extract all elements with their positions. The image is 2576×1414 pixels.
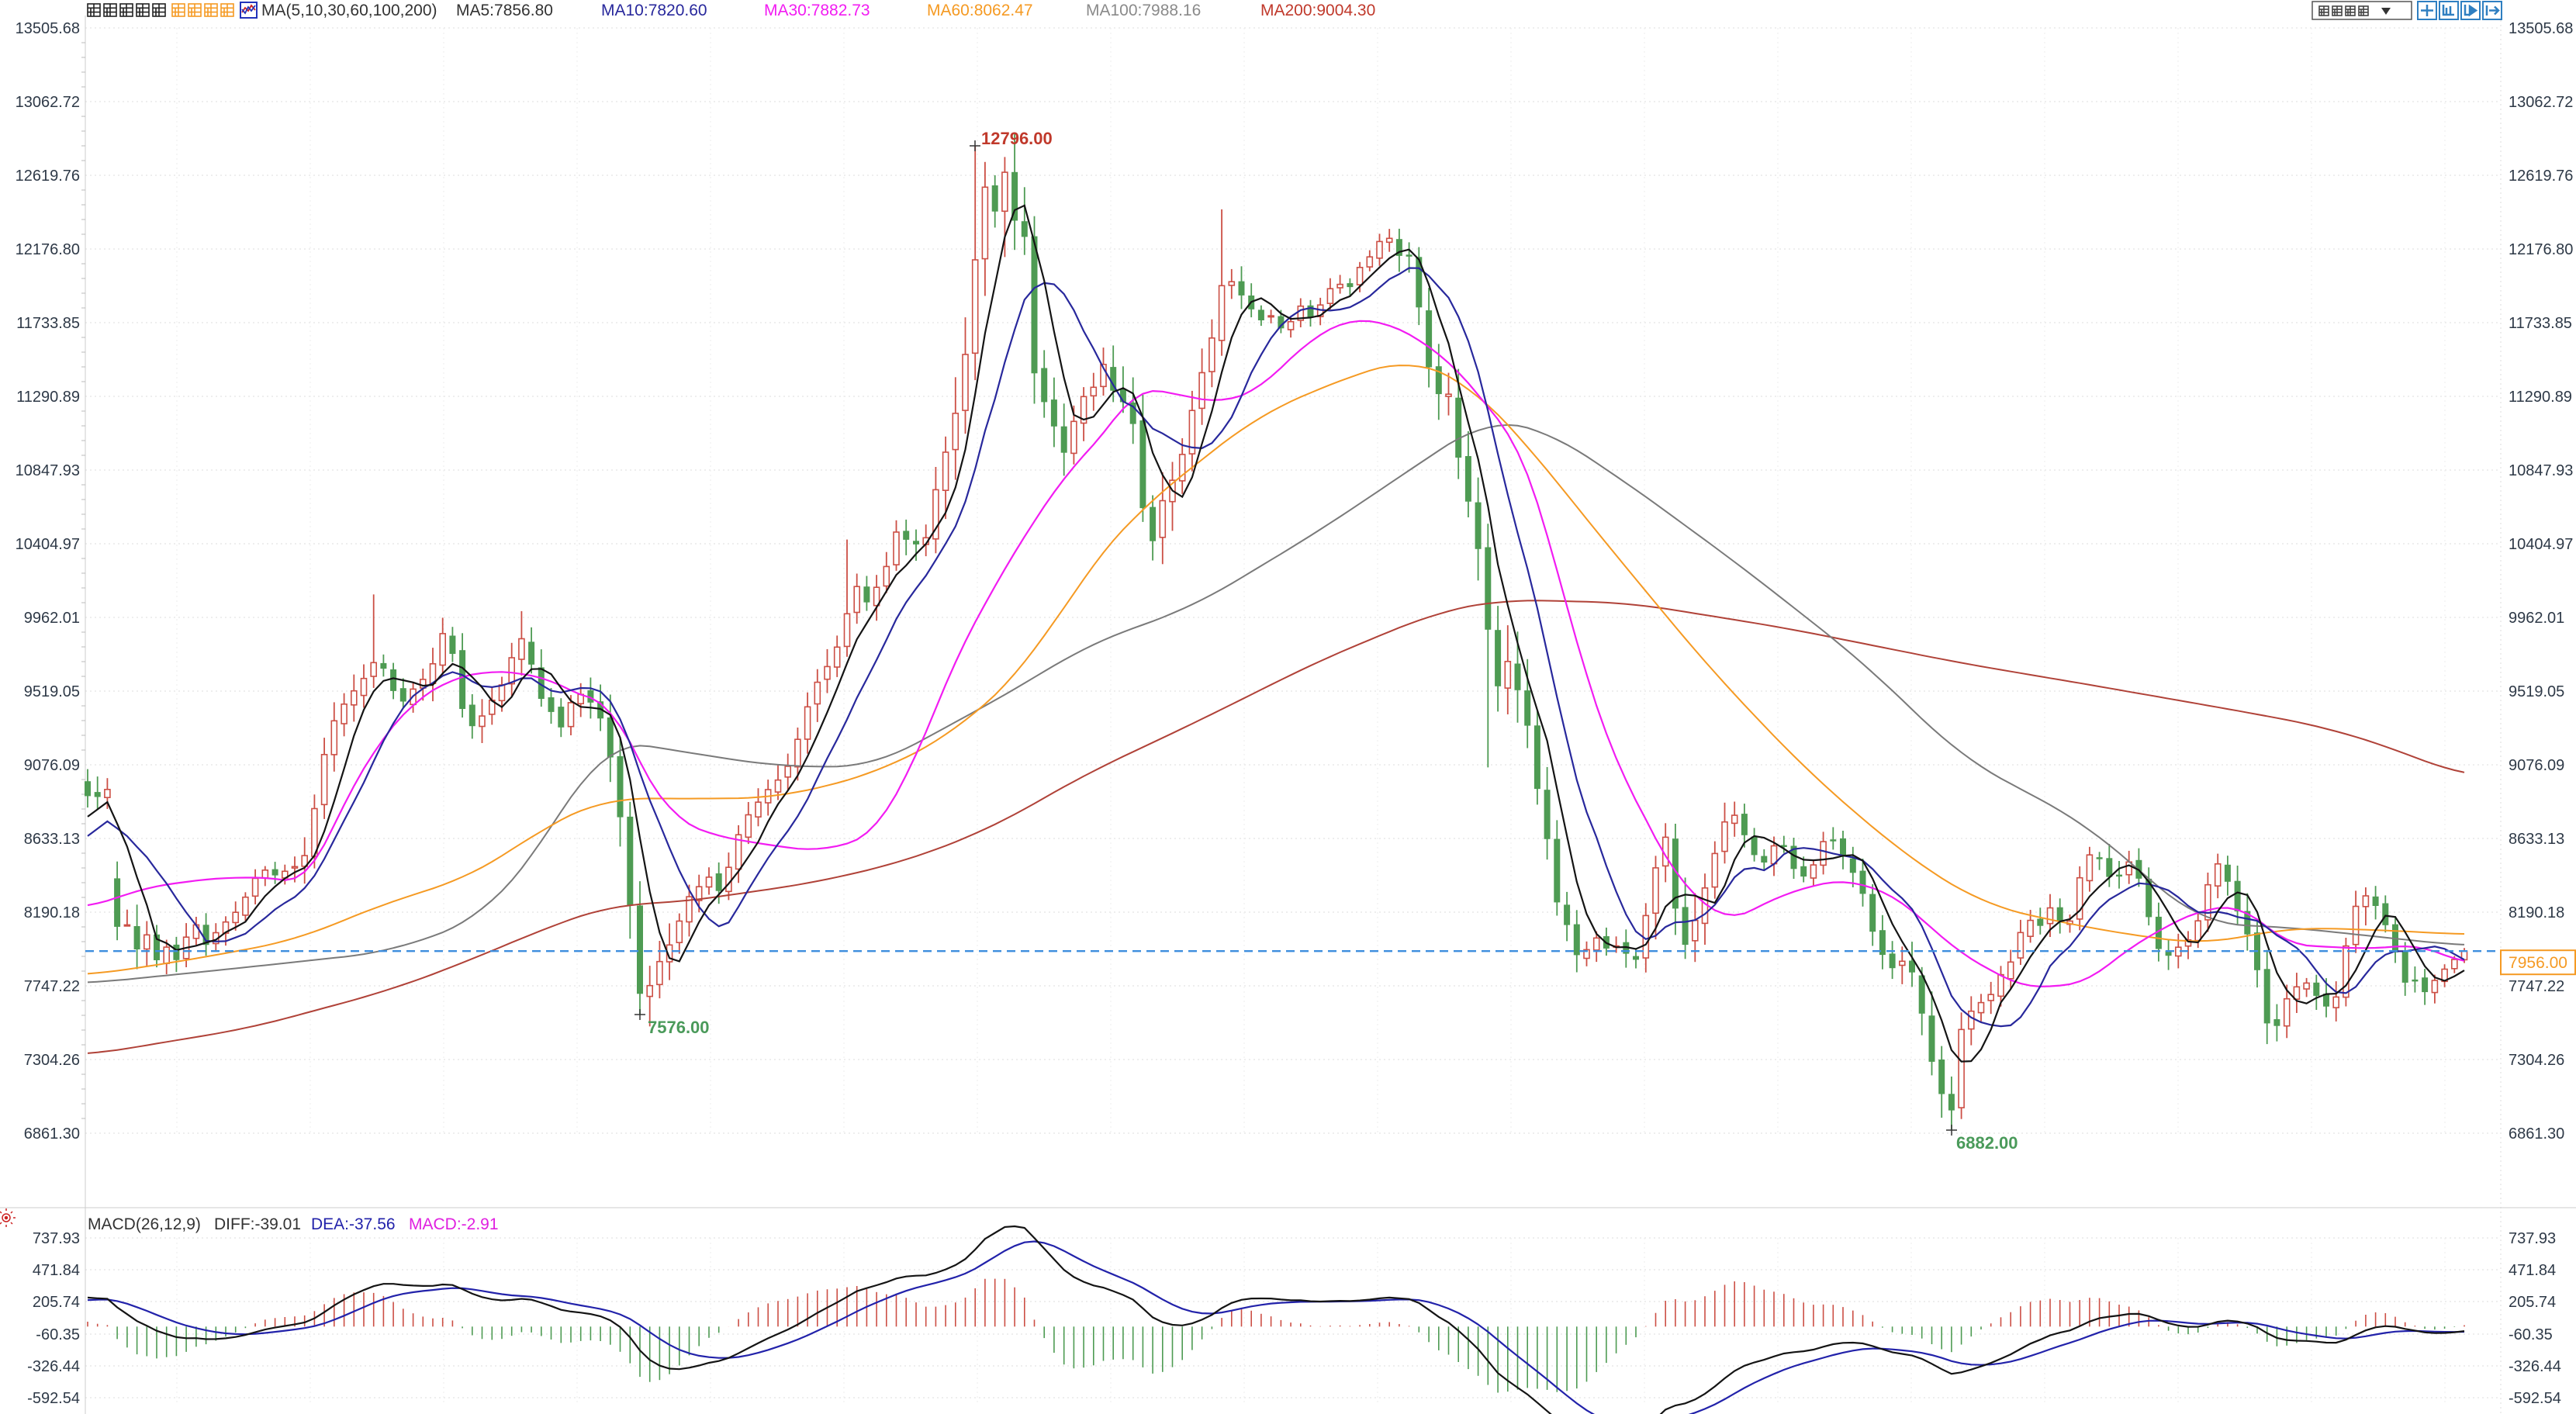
svg-text:MA30:7882.73: MA30:7882.73 [764,2,870,19]
svg-text:10847.93: 10847.93 [16,462,80,479]
svg-text:10847.93: 10847.93 [2509,462,2573,479]
svg-text:-592.54: -592.54 [2509,1390,2561,1407]
svg-text:9519.05: 9519.05 [2509,683,2564,700]
svg-text:MACD:-2.91: MACD:-2.91 [409,1215,499,1233]
svg-text:6861.30: 6861.30 [2509,1125,2564,1143]
svg-text:13505.68: 13505.68 [2509,20,2573,37]
svg-text:MA(5,10,30,60,100,200): MA(5,10,30,60,100,200) [261,2,437,19]
svg-text:737.93: 737.93 [2509,1230,2556,1247]
svg-text:9076.09: 9076.09 [24,757,80,774]
svg-text:DEA:-37.56: DEA:-37.56 [311,1215,396,1233]
svg-text:10404.97: 10404.97 [2509,536,2573,553]
svg-text:8190.18: 8190.18 [2509,904,2564,921]
svg-text:9076.09: 9076.09 [2509,757,2564,774]
svg-text:DIFF:-39.01: DIFF:-39.01 [214,1215,301,1233]
svg-text:13505.68: 13505.68 [16,20,80,37]
svg-text:10404.97: 10404.97 [16,536,80,553]
svg-text:13062.72: 13062.72 [2509,94,2573,111]
svg-text:MA200:9004.30: MA200:9004.30 [1260,2,1375,19]
svg-text:8633.13: 8633.13 [2509,831,2564,848]
svg-text:13062.72: 13062.72 [16,94,80,111]
svg-text:-60.35: -60.35 [2509,1326,2553,1343]
svg-text:-60.35: -60.35 [36,1326,80,1343]
svg-text:MA100:7988.16: MA100:7988.16 [1086,2,1201,19]
svg-text:205.74: 205.74 [2509,1294,2556,1311]
svg-text:MA10:7820.60: MA10:7820.60 [601,2,707,19]
svg-text:12796.00: 12796.00 [981,129,1053,148]
svg-text:11733.85: 11733.85 [16,315,80,332]
svg-text:12176.80: 12176.80 [2509,241,2573,258]
svg-text:9962.01: 9962.01 [24,610,80,627]
svg-text:12619.76: 12619.76 [16,168,80,185]
svg-text:8633.13: 8633.13 [24,831,80,848]
svg-text:7576.00: 7576.00 [648,1018,710,1037]
svg-text:-592.54: -592.54 [27,1390,80,1407]
svg-text:9962.01: 9962.01 [2509,610,2564,627]
svg-text:11733.85: 11733.85 [2509,315,2572,332]
svg-text:11290.89: 11290.89 [2509,389,2572,406]
svg-text:9519.05: 9519.05 [24,683,80,700]
svg-text:205.74: 205.74 [33,1294,80,1311]
svg-text:7747.22: 7747.22 [2509,978,2564,995]
svg-text:12176.80: 12176.80 [16,241,80,258]
svg-text:6861.30: 6861.30 [24,1125,80,1143]
svg-text:6882.00: 6882.00 [1956,1133,2018,1153]
svg-text:MA60:8062.47: MA60:8062.47 [927,2,1033,19]
svg-text:11290.89: 11290.89 [16,389,80,406]
svg-text:7747.22: 7747.22 [24,978,80,995]
svg-text:7956.00: 7956.00 [2509,954,2567,972]
svg-text:7304.26: 7304.26 [2509,1052,2564,1069]
svg-text:12619.76: 12619.76 [2509,168,2573,185]
svg-text:471.84: 471.84 [33,1262,80,1279]
svg-text:8190.18: 8190.18 [24,904,80,921]
svg-text:-326.44: -326.44 [2509,1358,2561,1375]
svg-text:471.84: 471.84 [2509,1262,2556,1279]
svg-text:7304.26: 7304.26 [24,1052,80,1069]
svg-text:MA5:7856.80: MA5:7856.80 [456,2,553,19]
svg-text:-326.44: -326.44 [27,1358,80,1375]
svg-text:MACD(26,12,9): MACD(26,12,9) [88,1215,201,1233]
svg-text:737.93: 737.93 [33,1230,80,1247]
